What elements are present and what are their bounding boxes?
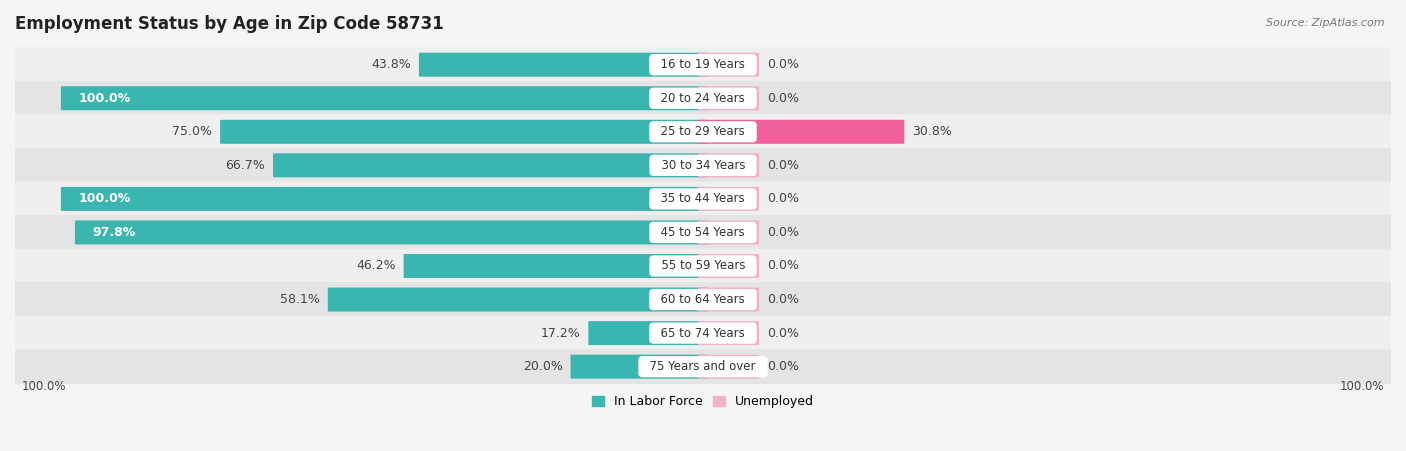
Text: 66.7%: 66.7% <box>225 159 266 172</box>
FancyBboxPatch shape <box>697 153 759 177</box>
Text: 46.2%: 46.2% <box>356 259 396 272</box>
Text: 58.1%: 58.1% <box>280 293 321 306</box>
FancyBboxPatch shape <box>571 354 709 379</box>
FancyBboxPatch shape <box>588 321 709 345</box>
FancyBboxPatch shape <box>3 282 1403 317</box>
Text: 100.0%: 100.0% <box>21 380 66 393</box>
Text: Employment Status by Age in Zip Code 58731: Employment Status by Age in Zip Code 587… <box>15 15 444 33</box>
Text: 25 to 29 Years: 25 to 29 Years <box>654 125 752 138</box>
FancyBboxPatch shape <box>697 288 759 312</box>
Text: 0.0%: 0.0% <box>766 259 799 272</box>
Text: 30.8%: 30.8% <box>912 125 952 138</box>
Text: 45 to 54 Years: 45 to 54 Years <box>654 226 752 239</box>
Text: 0.0%: 0.0% <box>766 58 799 71</box>
Text: 0.0%: 0.0% <box>766 226 799 239</box>
FancyBboxPatch shape <box>697 53 759 77</box>
FancyBboxPatch shape <box>3 215 1403 250</box>
FancyBboxPatch shape <box>697 254 759 278</box>
Text: 75 Years and over: 75 Years and over <box>643 360 763 373</box>
FancyBboxPatch shape <box>3 349 1403 384</box>
FancyBboxPatch shape <box>3 316 1403 350</box>
FancyBboxPatch shape <box>697 120 904 144</box>
FancyBboxPatch shape <box>3 47 1403 82</box>
FancyBboxPatch shape <box>697 221 759 244</box>
FancyBboxPatch shape <box>273 153 709 177</box>
Text: 0.0%: 0.0% <box>766 159 799 172</box>
Text: 16 to 19 Years: 16 to 19 Years <box>654 58 752 71</box>
FancyBboxPatch shape <box>3 115 1403 149</box>
FancyBboxPatch shape <box>3 181 1403 216</box>
FancyBboxPatch shape <box>221 120 709 144</box>
Text: 35 to 44 Years: 35 to 44 Years <box>654 193 752 205</box>
FancyBboxPatch shape <box>697 187 759 211</box>
FancyBboxPatch shape <box>60 187 709 211</box>
FancyBboxPatch shape <box>60 86 709 110</box>
FancyBboxPatch shape <box>328 288 709 312</box>
Text: 100.0%: 100.0% <box>1340 380 1385 393</box>
Text: 75.0%: 75.0% <box>173 125 212 138</box>
Text: 65 to 74 Years: 65 to 74 Years <box>654 327 752 340</box>
FancyBboxPatch shape <box>697 321 759 345</box>
FancyBboxPatch shape <box>3 148 1403 183</box>
Text: 100.0%: 100.0% <box>79 193 131 205</box>
FancyBboxPatch shape <box>75 221 709 244</box>
Text: 30 to 34 Years: 30 to 34 Years <box>654 159 752 172</box>
Text: 17.2%: 17.2% <box>541 327 581 340</box>
Text: Source: ZipAtlas.com: Source: ZipAtlas.com <box>1267 18 1385 28</box>
FancyBboxPatch shape <box>697 354 759 379</box>
FancyBboxPatch shape <box>419 53 709 77</box>
Text: 0.0%: 0.0% <box>766 293 799 306</box>
Legend: In Labor Force, Unemployed: In Labor Force, Unemployed <box>586 390 820 413</box>
FancyBboxPatch shape <box>3 81 1403 116</box>
Text: 0.0%: 0.0% <box>766 327 799 340</box>
Text: 100.0%: 100.0% <box>79 92 131 105</box>
Text: 0.0%: 0.0% <box>766 92 799 105</box>
Text: 55 to 59 Years: 55 to 59 Years <box>654 259 752 272</box>
Text: 43.8%: 43.8% <box>371 58 411 71</box>
FancyBboxPatch shape <box>404 254 709 278</box>
Text: 20.0%: 20.0% <box>523 360 562 373</box>
Text: 97.8%: 97.8% <box>93 226 136 239</box>
Text: 60 to 64 Years: 60 to 64 Years <box>654 293 752 306</box>
Text: 20 to 24 Years: 20 to 24 Years <box>654 92 752 105</box>
Text: 0.0%: 0.0% <box>766 360 799 373</box>
FancyBboxPatch shape <box>697 86 759 110</box>
Text: 0.0%: 0.0% <box>766 193 799 205</box>
FancyBboxPatch shape <box>3 249 1403 283</box>
